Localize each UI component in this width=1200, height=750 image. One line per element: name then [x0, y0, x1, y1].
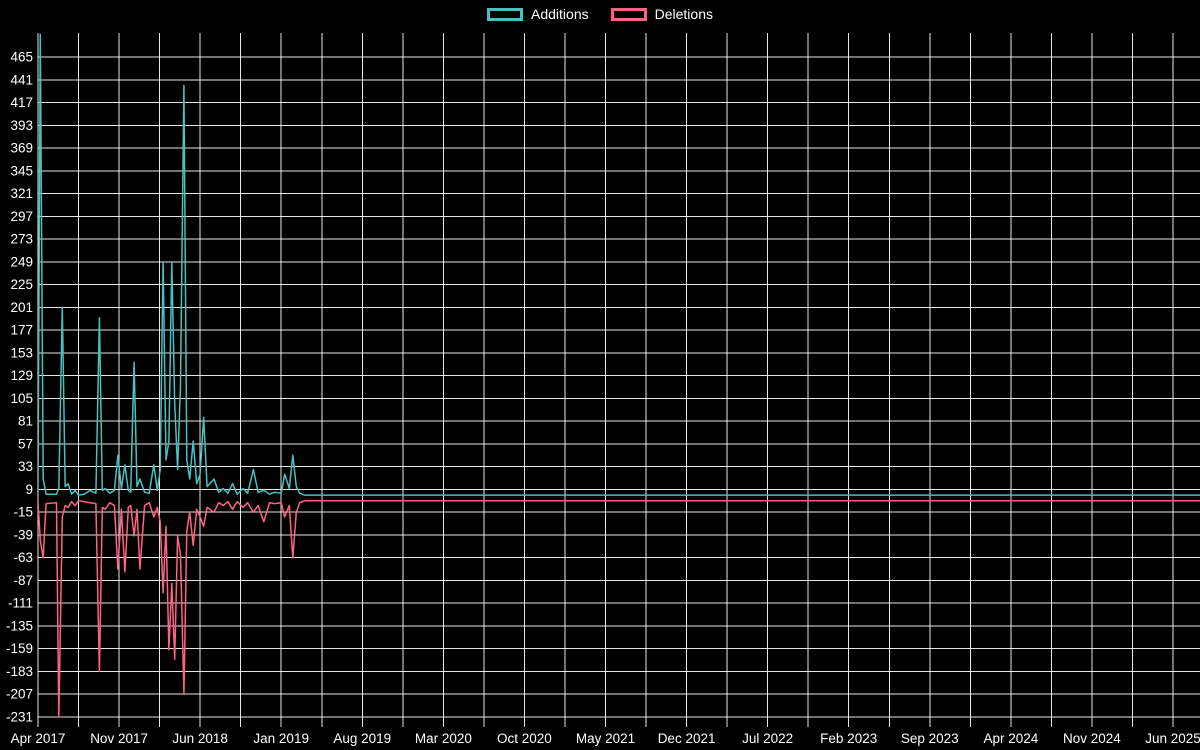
- y-axis-tick-label: 129: [10, 368, 33, 383]
- y-axis-tick-label: -39: [13, 527, 33, 542]
- legend-item-additions[interactable]: Additions: [487, 7, 589, 21]
- y-axis-tick-label: 441: [10, 72, 33, 87]
- y-axis-tick-label: -111: [8, 596, 33, 611]
- y-axis-tick-label: -87: [13, 573, 33, 588]
- y-axis-tick-label: -15: [13, 505, 33, 520]
- x-axis-tick-label: Jul 2022: [742, 731, 793, 746]
- y-axis-tick-label: 225: [10, 277, 33, 292]
- x-axis-tick-label: Aug 2019: [333, 731, 391, 746]
- x-axis-tick-label: Feb 2023: [820, 731, 877, 746]
- y-axis-tick-label: -63: [13, 550, 33, 565]
- x-axis-tick-label: Nov 2017: [90, 731, 148, 746]
- y-axis-tick-label: 177: [10, 323, 33, 338]
- y-axis-tick-label: 321: [10, 186, 33, 201]
- y-axis-tick-label: -231: [6, 710, 33, 725]
- x-axis-tick-label: Jan 2019: [253, 731, 309, 746]
- y-axis-tick-label: 33: [18, 459, 33, 474]
- y-axis-tick-label: 81: [18, 414, 33, 429]
- x-axis-tick-label: Apr 2024: [984, 731, 1039, 746]
- y-axis-tick-label: 273: [10, 232, 33, 247]
- legend-item-deletions[interactable]: Deletions: [610, 6, 713, 22]
- x-axis-tick-label: Apr 2017: [11, 731, 66, 746]
- y-axis-tick-label: -135: [6, 619, 33, 634]
- x-axis-tick-label: May 2021: [576, 731, 635, 746]
- y-axis-tick-label: 417: [10, 95, 33, 110]
- deletions-swatch-icon: [610, 7, 647, 21]
- y-axis-tick-label: -207: [6, 687, 33, 702]
- series-line-deletions: [38, 500, 1200, 718]
- x-axis-tick-label: Jun 2018: [172, 731, 228, 746]
- y-axis-tick-label: 201: [10, 300, 33, 315]
- x-axis-tick-label: Jun 2025: [1145, 731, 1200, 746]
- y-axis-tick-label: 9: [25, 482, 33, 497]
- x-axis-tick-label: Nov 2024: [1063, 731, 1121, 746]
- y-axis-tick-label: 57: [18, 436, 33, 451]
- y-axis-tick-label: 153: [10, 345, 33, 360]
- y-axis-tick-label: 465: [10, 50, 33, 65]
- x-axis-tick-label: Mar 2020: [415, 731, 472, 746]
- chart-legend: Additions Deletions: [0, 7, 1200, 21]
- y-axis-tick-label: 249: [10, 254, 33, 269]
- y-axis-tick-label: 105: [10, 391, 33, 406]
- legend-label-deletions: Deletions: [654, 6, 713, 22]
- y-axis-tick-label: -159: [6, 641, 33, 656]
- series-line-additions: [38, 33, 1200, 496]
- y-axis-tick-label: 393: [10, 118, 33, 133]
- y-axis-tick-label: -183: [6, 664, 33, 679]
- x-axis-tick-label: Sep 2023: [901, 731, 959, 746]
- x-axis-tick-label: Dec 2021: [658, 731, 716, 746]
- additions-swatch-icon: [487, 7, 524, 21]
- y-axis-tick-label: 369: [10, 141, 33, 156]
- y-axis-tick-label: 345: [10, 163, 33, 178]
- y-axis-tick-label: 297: [10, 209, 33, 224]
- legend-label-additions: Additions: [531, 6, 589, 22]
- x-axis-tick-label: Oct 2020: [497, 731, 552, 746]
